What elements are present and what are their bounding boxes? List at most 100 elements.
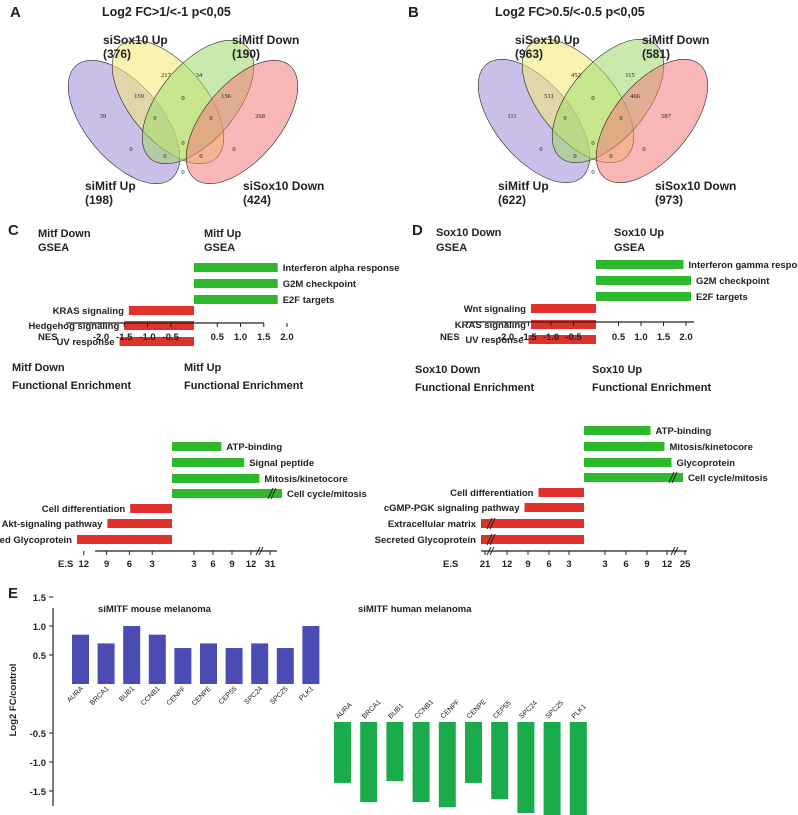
bar-label: Akt-signaling pathway [2,519,104,530]
e-y-tick-label: 1.0 [33,622,46,633]
e-cat-label: BUB1 [118,685,136,703]
venn-b-count: 0 [591,140,594,147]
tick-label: 9 [104,559,109,570]
bar-label: UV response [465,335,523,346]
bar-label: Signal peptide [249,458,314,469]
e-bar-human-plk1 [569,722,587,815]
d-func-axis-break-left [486,546,495,556]
bar-cell-cycle-mitosis [172,489,282,498]
bar-label: ATP-binding [656,426,712,437]
venn-b-count: 452 [571,72,581,79]
e-cat-label: PLK1 [298,685,315,702]
tick-label: 21 [480,559,491,570]
venn-a-count: 0 [153,115,156,122]
tick-label: 31 [265,559,276,570]
e-cat-label: CCNB1 [414,699,436,721]
bar-kras-signaling [531,320,596,329]
tick-label: 3 [150,559,155,570]
bar-label: G2M checkpoint [696,276,770,287]
venn-b-count: 587 [661,113,672,120]
venn-a-count-sox-down: (424) [243,193,271,207]
e-cat-label: CEP55 [492,700,513,721]
venn-b-count: 0 [642,146,645,153]
bar-label: KRAS signaling [455,320,526,331]
venn-a-count-mitf-down: (190) [232,47,260,61]
d-gsea-right-title: Sox10 Up [614,227,664,239]
chart-c-gsea: Mitf Down GSEA Mitf Up GSEA Interferon a… [28,228,399,348]
tick-label: 1.5 [257,332,271,343]
bar-g2m-checkpoint [596,276,691,285]
venn-a-count: 0 [181,95,184,102]
bar-break-mark [486,533,493,546]
venn-a-set-sox-down: siSox10 Down [243,179,324,193]
bar-label: cGMP-PGK signaling pathway [384,503,520,514]
venn-b-count-mitf-down: (581) [642,47,670,61]
bar-label: Cell differentiation [42,504,126,515]
bar-break-mark [270,487,277,500]
tick-label: 12 [662,559,673,570]
panel-label-a: A [10,4,21,21]
e-bar-mouse-ccnb1 [148,634,166,684]
e-y-tick-label: -1.5 [30,787,47,798]
venn-b-count: 0 [573,153,576,160]
e-bar-mouse-cenpe [200,643,217,684]
bar-atp-binding [172,442,222,451]
bar-label: UV response [57,337,115,348]
tick-label: 0.5 [612,332,626,343]
tick-label: 2.0 [280,332,293,343]
panel-label-d: D [412,222,423,239]
venn-a-count: 159 [134,93,144,100]
bar-label: KRAS signaling [53,306,124,317]
bar-mitosis-kinetocore [172,474,260,483]
tick-label: 6 [546,559,551,570]
chart-d-func: Sox10 Down Functional Enrichment Sox10 U… [375,364,768,570]
d-func-left-subtitle: Functional Enrichment [415,382,535,394]
e-cat-label: AURA [66,685,85,704]
venn-a-set-mitf-up: siMitf Up [85,179,136,193]
tick-label: -1.0 [139,332,155,343]
e-bar-mouse-cep55 [225,648,243,684]
e-cat-label: SPC25 [545,700,566,721]
e-y-tick-label: 1.5 [33,593,47,604]
e-bar-mouse-plk1 [302,626,320,684]
bar-break-mark [489,517,496,530]
venn-a-count: 0 [199,153,202,160]
bar-atp-binding [584,426,651,435]
e-bar-human-spc24 [517,722,535,814]
tick-label: 9 [525,559,530,570]
bar-label: Mitosis/kinetocore [264,474,347,485]
panel-label-c: C [8,222,19,239]
d-gsea-left-subtitle: GSEA [436,242,467,254]
venn-b-count: 115 [625,72,635,79]
tick-label: 2.0 [679,332,692,343]
bar-label: Hedgehog signaling [28,321,119,332]
bar-uv-response [119,337,194,346]
venn-b-count: 0 [539,146,542,153]
venn-b-count: 111 [507,113,516,120]
venn-a-count: 268 [255,113,265,120]
e-cat-label: CCNB1 [140,685,162,707]
bar-e2f-targets [596,292,691,301]
bar-cgmp-pgk-signaling-pathway [524,503,584,512]
e-cat-label: BUB1 [387,702,405,720]
tick-label: 0.5 [211,332,225,343]
tick-label: 12 [246,559,257,570]
venn-b-set-sox-up: siSox10 Up [515,33,580,47]
venn-b-count: 511 [544,93,554,100]
venn-b-count-sox-up: (963) [515,47,543,61]
venn-b-count: 0 [563,115,566,122]
tick-label: 12 [79,559,90,570]
tick-label: -1.5 [520,332,537,343]
d-func-left-title: Sox10 Down [415,364,481,376]
bar-hedgehog-signaling [124,321,194,330]
bar-label: Interferon alpha response [283,263,400,274]
venn-b-count: 0 [591,169,594,176]
bar-break-mark [671,471,678,484]
panel-label-e: E [8,585,18,602]
e-cat-label: CENPF [440,699,462,721]
venn-a-count: 156 [221,93,232,100]
venn-a-set-mitf-down: siMitf Down [232,33,299,47]
bar-interferon-gamma-response [596,260,684,269]
venn-b-set-mitf-down: siMitf Down [642,33,709,47]
